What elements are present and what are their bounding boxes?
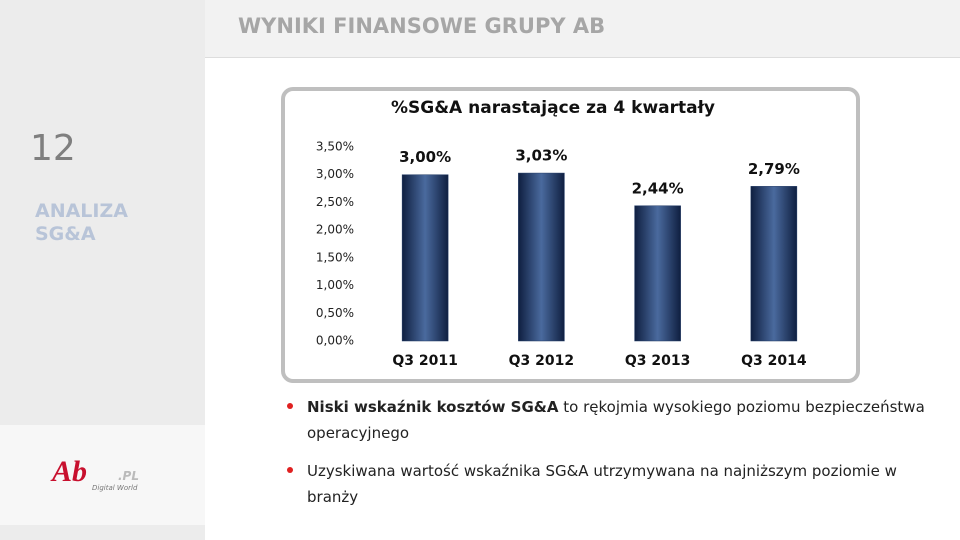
bullet-text: to rękojmia wysokiego poziomu bezpieczeń… — [307, 398, 925, 442]
y-tick-label: 3,00% — [316, 167, 354, 181]
bar — [518, 172, 565, 342]
header-title: WYNIKI FINANSOWE GRUPY AB — [238, 14, 606, 38]
y-tick-label: 2,00% — [316, 223, 354, 237]
bullet: Uzyskiwana wartość wskaźnika SG&A utrzym… — [287, 458, 927, 510]
bullet-dot — [287, 403, 293, 409]
y-tick-label: 0,50% — [316, 306, 354, 320]
page-number: 12 — [30, 128, 76, 169]
section-line: SG&A — [35, 223, 96, 245]
bar — [401, 174, 449, 342]
logo-panel — [0, 425, 205, 525]
chart-title: %SG&A narastające za 4 kwartały — [391, 98, 715, 118]
sidebar — [0, 0, 205, 425]
bar — [750, 186, 798, 342]
logo-tagline: Digital World — [92, 484, 138, 492]
header-band — [205, 0, 960, 58]
value-label: 3,03% — [515, 147, 567, 165]
value-label: 3,00% — [399, 148, 451, 166]
x-tick-label: Q3 2014 — [741, 353, 807, 369]
bar — [634, 205, 681, 342]
logo-brand: Ab — [52, 455, 88, 488]
x-tick-label: Q3 2013 — [625, 353, 690, 369]
x-tick-label: Q3 2012 — [509, 353, 574, 369]
logo-suffix: .PL — [118, 469, 139, 483]
y-tick-label: 2,50% — [316, 195, 354, 209]
bullet-dot — [287, 467, 293, 473]
value-label: 2,79% — [748, 160, 800, 178]
y-tick-label: 1,50% — [316, 250, 354, 264]
y-tick-label: 3,50% — [316, 140, 354, 154]
bullet-bold: Niski wskaźnik kosztów SG&A — [307, 398, 559, 416]
bullet: Niski wskaźnik kosztów SG&A to rękojmia … — [287, 394, 927, 446]
value-label: 2,44% — [632, 179, 684, 197]
y-tick-label: 0,00% — [316, 334, 354, 348]
x-tick-label: Q3 2011 — [392, 353, 457, 369]
section: ANALIZA SG&A — [35, 200, 128, 246]
section-line: ANALIZA — [35, 200, 128, 222]
bullet-text: Uzyskiwana wartość wskaźnika SG&A utrzym… — [307, 462, 897, 506]
y-tick-label: 1,00% — [316, 278, 354, 292]
sidebar-foot — [0, 525, 205, 540]
